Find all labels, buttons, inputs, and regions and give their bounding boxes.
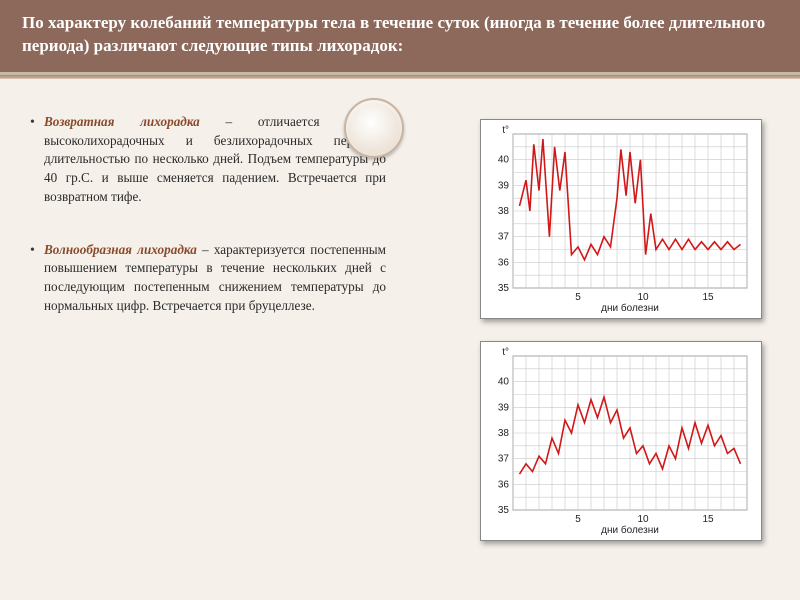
svg-text:15: 15 — [702, 292, 714, 303]
svg-text:40: 40 — [498, 377, 510, 388]
svg-text:дни болезни: дни болезни — [601, 524, 659, 536]
term-2: Волнообразная лихорадка — [44, 242, 197, 257]
svg-text:10: 10 — [637, 514, 649, 525]
svg-text:дни болезни: дни болезни — [601, 302, 659, 314]
svg-text:35: 35 — [498, 505, 510, 516]
svg-text:39: 39 — [498, 402, 510, 413]
svg-text:t°: t° — [502, 125, 509, 136]
svg-text:5: 5 — [575, 292, 581, 303]
slide: По характеру колебаний температуры тела … — [0, 0, 800, 600]
term-1: Возвратная лихорадка — [44, 114, 200, 129]
text-column: Возвратная лихорадка – отличается сменой… — [30, 113, 402, 541]
chart-1: 35 36 37 38 39 40 t° 5 10 15 дни болезни — [485, 124, 757, 314]
svg-text:40: 40 — [498, 155, 510, 166]
svg-text:36: 36 — [498, 257, 510, 268]
svg-text:39: 39 — [498, 180, 510, 191]
chart-column: 353637383940t°51015дни болезни 353637383… — [402, 113, 762, 541]
svg-text:38: 38 — [498, 428, 510, 439]
chart-1-frame: 35 36 37 38 39 40 t° 5 10 15 дни болезни — [480, 119, 762, 319]
svg-text:37: 37 — [498, 454, 510, 465]
svg-text:10: 10 — [637, 292, 649, 303]
decorative-ring — [344, 98, 404, 158]
svg-text:37: 37 — [498, 232, 510, 243]
svg-text:38: 38 — [498, 206, 510, 217]
slide-title: По характеру колебаний температуры тела … — [0, 0, 800, 75]
svg-text:36: 36 — [498, 479, 510, 490]
chart-2-frame: 35 36 37 38 39 40 t° 5 10 15 дни болезни — [480, 341, 762, 541]
chart-2: 35 36 37 38 39 40 t° 5 10 15 дни болезни — [485, 346, 757, 536]
svg-text:15: 15 — [702, 514, 714, 525]
slide-body: Возвратная лихорадка – отличается сменой… — [0, 79, 800, 551]
svg-text:5: 5 — [575, 514, 581, 525]
paragraph-1: Возвратная лихорадка – отличается сменой… — [30, 113, 386, 207]
svg-text:t°: t° — [502, 347, 509, 358]
svg-text:35: 35 — [498, 283, 510, 294]
paragraph-2: Волнообразная лихорадка – характеризуетс… — [30, 241, 386, 316]
